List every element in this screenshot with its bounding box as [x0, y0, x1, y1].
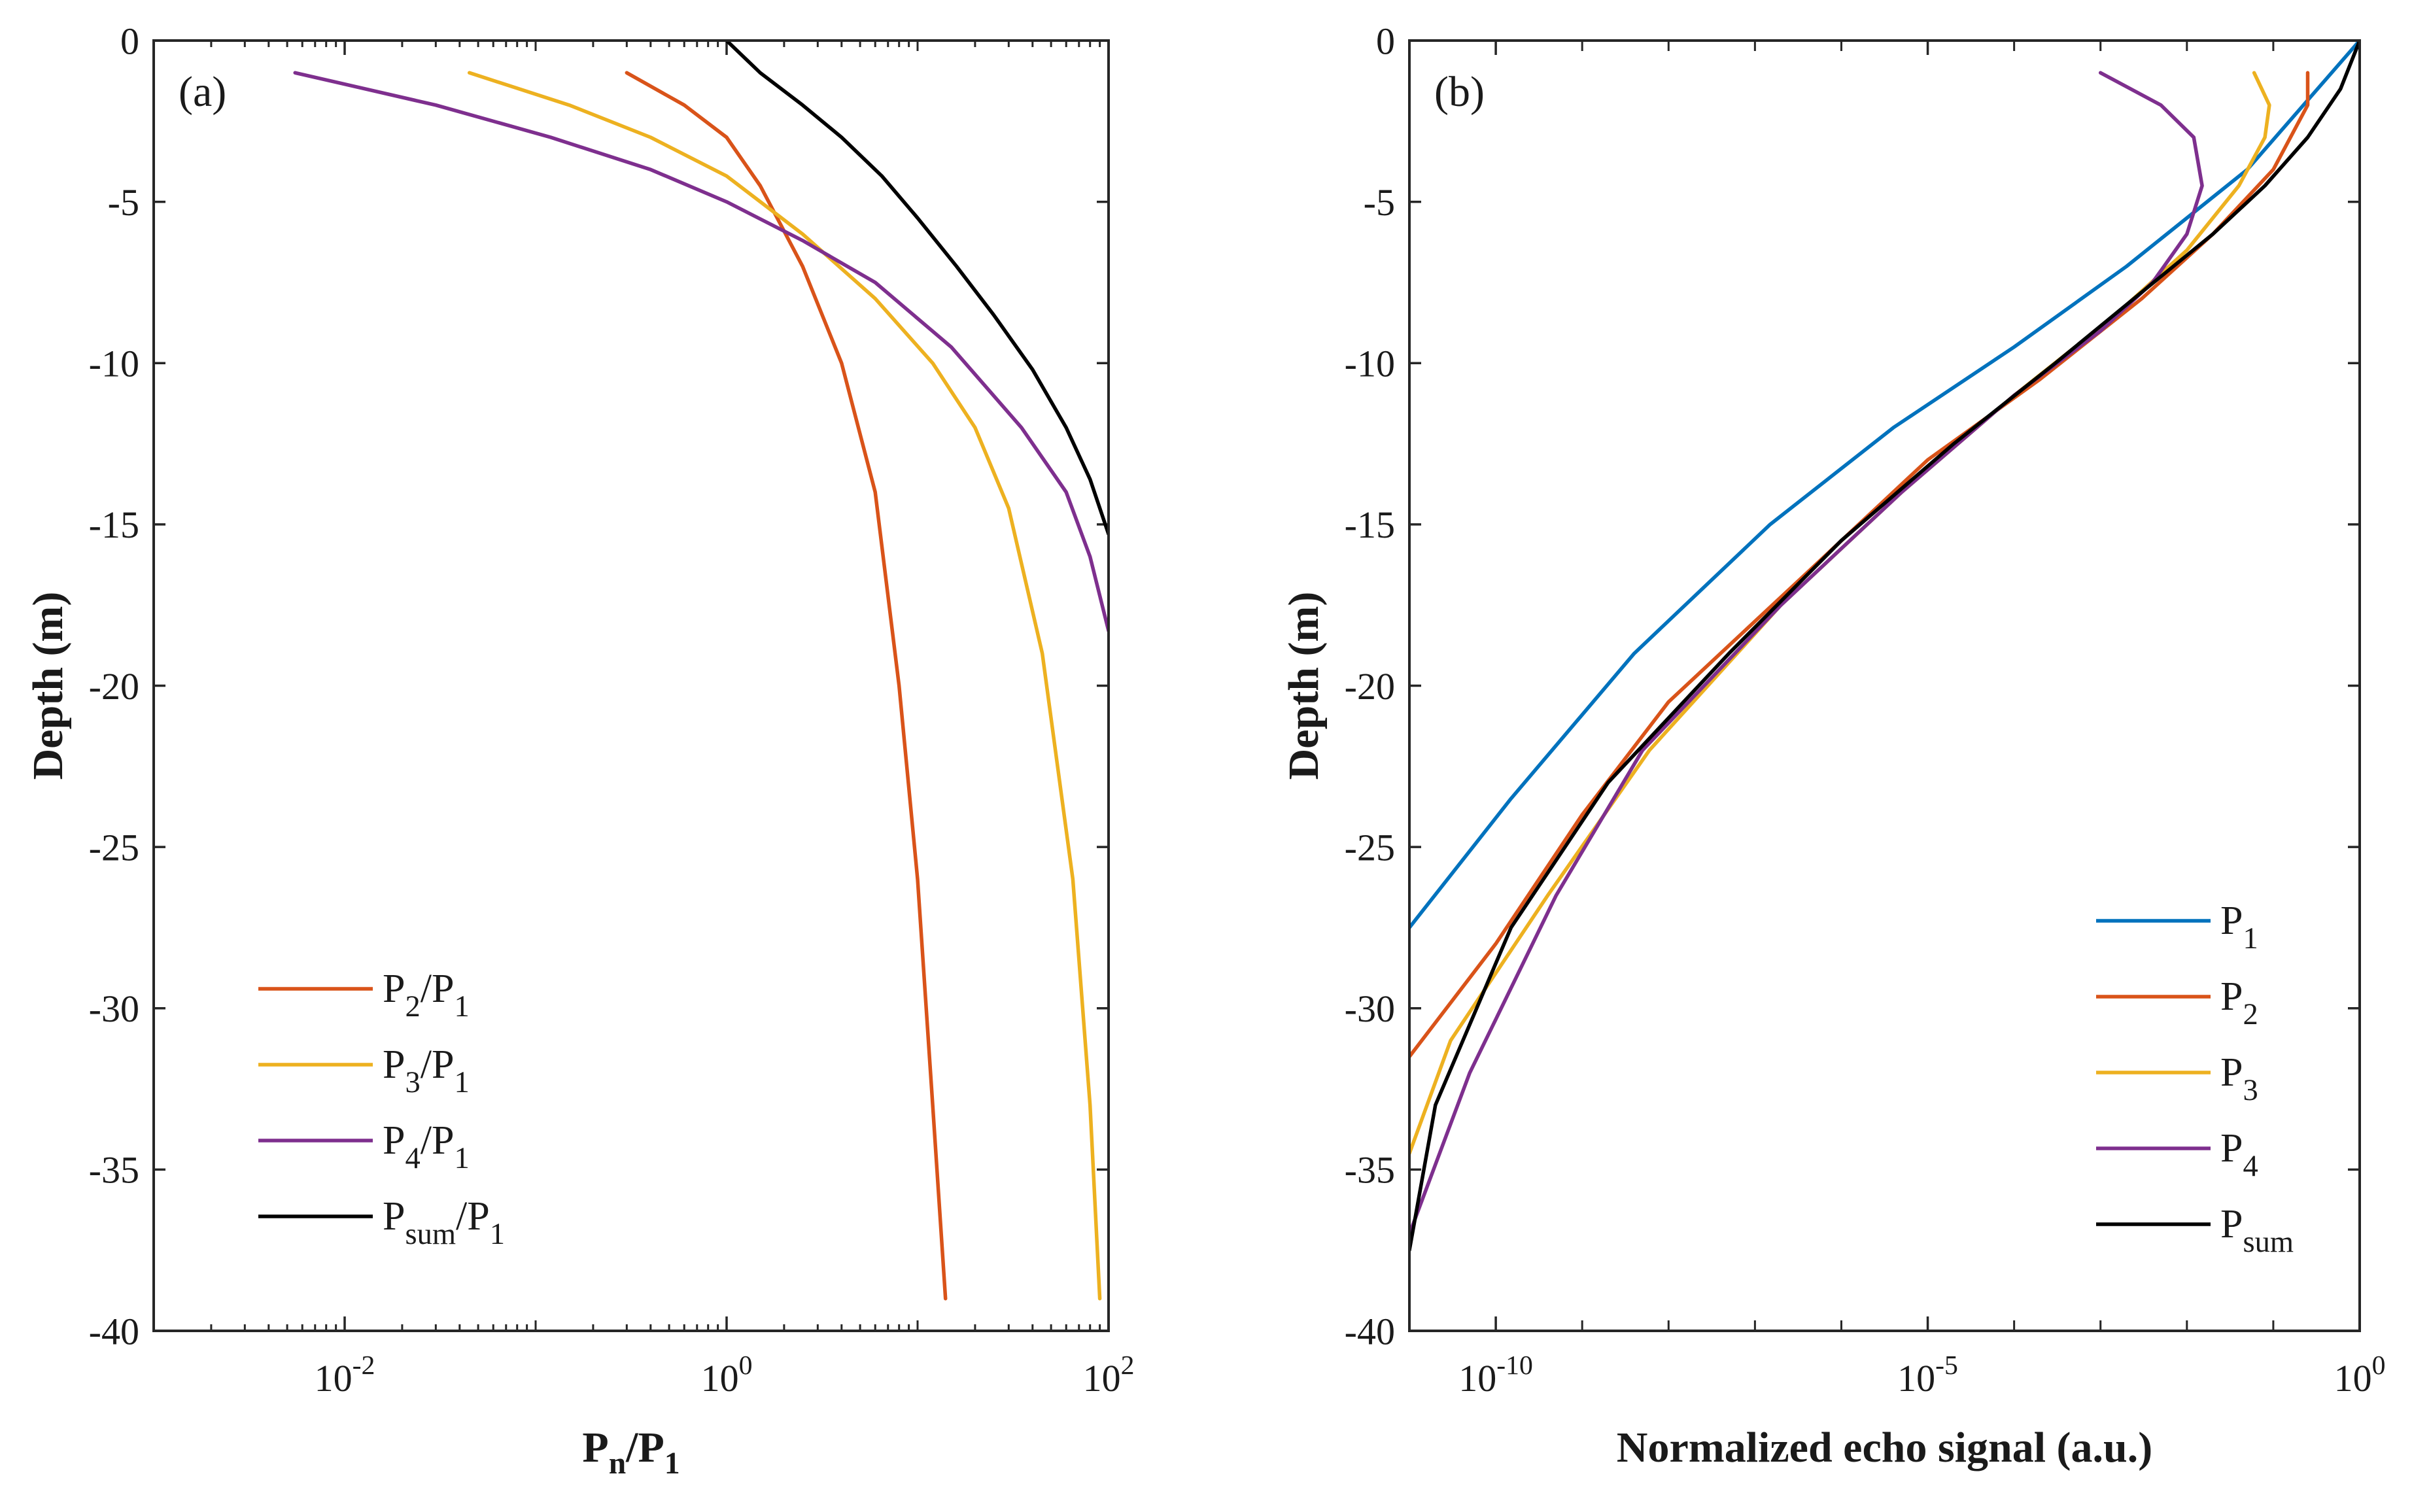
legend-entry: P3: [2220, 1050, 2258, 1107]
y-ticks: [1409, 39, 2360, 1332]
y-tick-label: -40: [89, 1310, 139, 1352]
y-tick-label: -10: [89, 343, 139, 385]
series-line-P4: [1409, 71, 2204, 1236]
series-line-Psum: [1409, 41, 2360, 1252]
legend-entry: P3/P1: [383, 1042, 470, 1099]
legend-entry: P2/P1: [383, 967, 470, 1023]
y-tick-label: -20: [89, 665, 139, 708]
series-line-P3/P1: [467, 71, 1102, 1301]
y-axis-label: Depth (m): [1280, 592, 1328, 780]
y-tick-label: -20: [1345, 665, 1395, 708]
legend-entry: P1: [2220, 899, 2258, 955]
series-line-P4/P1: [293, 71, 1109, 633]
x-ticks: [343, 41, 1110, 1331]
y-tick-label: -40: [1345, 1310, 1395, 1352]
legend-entry: P4/P1: [383, 1118, 470, 1175]
x-tick-label: 102: [1083, 1350, 1135, 1400]
y-axis-label: Depth (m): [24, 592, 72, 780]
y-tick-label: -25: [89, 826, 139, 868]
x-tick-label: 100: [701, 1350, 753, 1400]
y-tick-label: 0: [1376, 20, 1395, 62]
series-line-P3: [1409, 71, 2271, 1156]
legend: P1 P2 P3 P4 Psum: [2096, 899, 2294, 1259]
x-tick-label: 100: [2334, 1350, 2386, 1400]
y-tick-label: -10: [1345, 343, 1395, 385]
series-line-P1: [1409, 41, 2360, 930]
axes-box: [1408, 39, 2361, 1332]
y-tick-label: -35: [1345, 1149, 1395, 1192]
series-lines: [293, 41, 1109, 1301]
x-tick-label: 10-2: [315, 1350, 375, 1400]
axes-box: [152, 39, 1110, 1332]
y-tick-label: -30: [1345, 988, 1395, 1030]
x-minor-ticks: [1408, 41, 2275, 1331]
y-tick-label: 0: [120, 20, 139, 62]
series-line-Psum/P1: [725, 41, 1109, 536]
legend: P2/P1 P3/P1 P4/P1 Psum/P1: [258, 967, 505, 1251]
x-tick-label: 10-5: [1897, 1350, 1958, 1400]
panel-a: 0 -5 -10 -15 -20 -25 -30 -35 -40 10-2 100 102 (a) Dep…: [24, 20, 1134, 1481]
panel-label: (a): [179, 68, 226, 116]
legend-entry: Psum/P1: [383, 1194, 505, 1251]
y-tick-label: -35: [89, 1149, 139, 1192]
y-ticks: [154, 39, 1109, 1332]
panel-b: 0 -5 -10 -15 -20 -25 -30 -35 -40 10-10 10-5 100 (b) D…: [1280, 20, 2385, 1471]
x-tick-label: 10-10: [1458, 1350, 1533, 1400]
series-line-P2/P1: [625, 71, 948, 1301]
x-axis-label: Pn/P1: [582, 1424, 680, 1481]
x-axis-label: Normalized echo signal (a.u.): [1617, 1424, 2152, 1471]
series-lines: [1409, 41, 2360, 1252]
legend-entry: P4: [2220, 1126, 2258, 1183]
panel-label: (b): [1434, 68, 1485, 116]
y-tick-label: -15: [89, 504, 139, 546]
y-tick-label: -5: [1364, 181, 1395, 224]
y-tick-label: -30: [89, 988, 139, 1030]
legend-entry: P2: [2220, 974, 2258, 1031]
legend-entry: Psum: [2220, 1202, 2294, 1259]
y-tick-label: -5: [108, 181, 139, 224]
x-minor-ticks: [152, 41, 1101, 1331]
series-line-P2: [1409, 71, 2310, 1059]
y-tick-label: -15: [1345, 504, 1395, 546]
y-tick-label: -25: [1345, 826, 1395, 868]
